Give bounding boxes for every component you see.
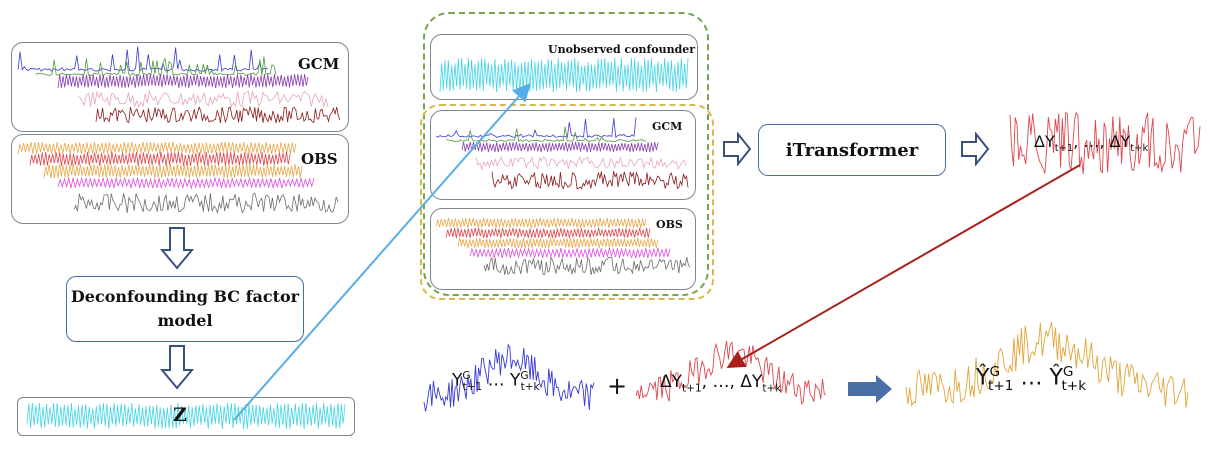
gcm-series-4 [77,89,329,108]
gcm-inner-series-4 [475,156,687,171]
obs-series-1 [17,141,297,155]
y-hat-equation: ŶGt+1 … ŶGt+k [976,364,1087,394]
obs-series-plot [17,141,339,215]
deconfounding-label: Deconfounding BC factor model [70,287,300,330]
confounder-series-plot [439,57,689,93]
obs-inner-series-2 [445,227,651,239]
gcm-series-1 [17,46,269,73]
gcm-series-plot [17,46,341,124]
obs-series-5 [73,192,339,215]
obs-inner-label: OBS [656,218,683,231]
gcm-inner-label: GCM [652,120,683,133]
gcm-inner-series-1 [435,117,637,138]
right-arrow-1 [723,132,752,166]
obs-label: OBS [301,150,338,168]
gcm-inner-series-3 [461,141,659,153]
gcm-series-2 [35,56,277,76]
gcm-series-3 [57,73,309,89]
confounder-series [439,57,689,93]
down-arrow-2 [160,345,194,390]
gcm-series-5 [95,105,341,124]
y-g-equation: YGt+1 … YGt+k [452,370,540,394]
obs-series-3 [43,163,303,179]
down-arrow-1 [160,227,194,270]
deconfounding-box: Deconfounding BC factor model [66,276,304,342]
obs-series-4 [57,176,315,190]
block-right-arrow [848,375,892,403]
itransformer-box: iTransformer [758,124,946,176]
obs-inner-series-5 [483,256,691,276]
right-arrow-2 [961,132,990,166]
obs-inner-series-3 [457,237,659,249]
gcm-inner-series-2 [445,126,647,143]
plus-sign: + [607,372,628,400]
obs-inner-series-plot [435,217,691,276]
itransformer-label: iTransformer [785,139,919,161]
gcm-label: GCM [298,55,340,73]
obs-inner-series-4 [469,247,671,259]
obs-inner-series-1 [435,217,647,229]
obs-series-2 [29,151,291,167]
unobserved-confounder-label: Unobserved confounder [548,43,696,56]
gcm-inner-series-5 [491,171,689,190]
delta-bottom-equation: ΔYt+1, …, ΔYt+k [660,372,782,395]
z-label: Z [173,404,187,426]
delta-top-equation: ΔYt+1, …, ΔYt+k [1034,132,1149,155]
